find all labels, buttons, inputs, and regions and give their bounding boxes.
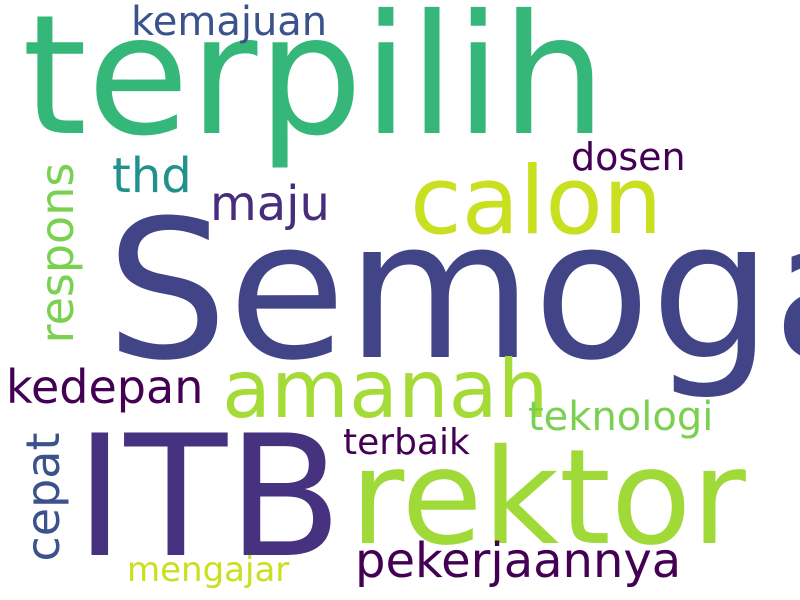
word-kedepan: kedepan [6, 360, 204, 414]
word-calon: calon [410, 147, 663, 256]
word-itb: ITB [75, 399, 343, 595]
word-dosen: dosen [571, 135, 686, 179]
word-amanah: amanah [222, 343, 549, 436]
word-mengajar: mengajar [127, 550, 290, 590]
word-teknologi: teknologi [528, 394, 714, 440]
word-respons: respons [30, 162, 84, 344]
word-semoga: Semoga [106, 180, 800, 403]
word-pekerjaannya: pekerjaannya [355, 533, 682, 589]
word-terpilih: terpilih [22, 0, 607, 173]
word-terbaik: terbaik [343, 422, 470, 463]
word-thd: thd [112, 148, 192, 204]
word-cepat: cepat [16, 432, 70, 562]
word-rektor: rektor [350, 421, 746, 575]
word-maju: maju [210, 176, 330, 232]
word-kemajuan: kemajuan [131, 0, 328, 45]
